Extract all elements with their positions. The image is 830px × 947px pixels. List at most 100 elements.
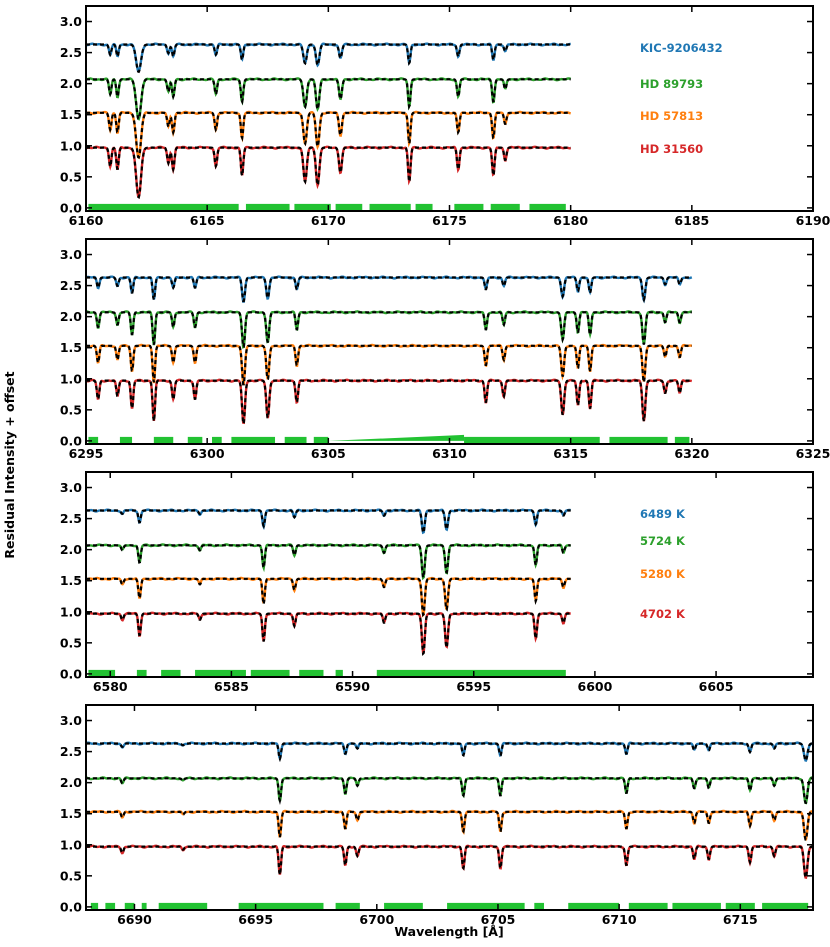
- y-tick-label: 0.0: [60, 200, 82, 215]
- x-tick-label: 6160: [69, 213, 104, 228]
- x-tick-label: 6710: [602, 912, 637, 927]
- legend-entry: HD 89793: [640, 77, 703, 91]
- x-tick-label: 6165: [190, 213, 225, 228]
- x-tick-label: 6295: [69, 446, 104, 461]
- legend-entry: 5280 K: [640, 567, 686, 581]
- x-tick-label: 6690: [117, 912, 152, 927]
- model-spectrum: [86, 111, 571, 159]
- x-axis-label: Wavelength [Å]: [394, 924, 503, 939]
- y-tick-label: 1.5: [60, 573, 82, 588]
- mask-bar: [762, 902, 809, 910]
- panel-3: 6580 6585 6590 6595 6600 6605 0.0 0.5 1.0 1.5 2.0 2…: [60, 471, 814, 694]
- x-tick-label: 6580: [93, 679, 128, 694]
- x-tick-label: 6595: [456, 679, 491, 694]
- mask-bar: [245, 203, 290, 211]
- observed-spectrum: [86, 844, 813, 880]
- observed-spectrum: [86, 378, 693, 425]
- mask-bar: [231, 436, 276, 444]
- mask-bar: [161, 669, 181, 677]
- observed-spectrum: [86, 543, 571, 581]
- legend-entry: 4702 K: [640, 607, 686, 621]
- y-tick-label: 0.0: [60, 666, 82, 681]
- y-tick-label: 1.0: [60, 604, 82, 619]
- mask-bar: [674, 436, 690, 444]
- x-tick-label: 6170: [311, 213, 346, 228]
- y-tick-label: 0.0: [60, 899, 82, 914]
- model-spectrum: [86, 379, 692, 425]
- model-spectrum: [86, 276, 692, 305]
- x-tick-label: 6590: [335, 679, 370, 694]
- y-tick-label: 0.5: [60, 402, 82, 417]
- y-tick-label: 2.0: [60, 309, 82, 324]
- plot-area: [86, 42, 572, 211]
- mask-bar: [609, 436, 668, 444]
- x-tick-label: 6695: [238, 912, 273, 927]
- mask-bar: [88, 669, 116, 677]
- mask-bar: [119, 436, 133, 444]
- model-spectrum: [86, 78, 571, 121]
- mask-bar: [534, 902, 545, 910]
- y-tick-label: 0.5: [60, 169, 82, 184]
- y-tick-label: 1.0: [60, 371, 82, 386]
- observed-spectrum: [86, 110, 572, 160]
- legend-entry: 6489 K: [640, 507, 686, 521]
- legend-entry: HD 57813: [640, 109, 703, 123]
- y-tick-label: 0.5: [60, 868, 82, 883]
- plot-area: [86, 275, 693, 444]
- observed-spectrum: [86, 310, 692, 349]
- mask-bar: [195, 669, 246, 677]
- x-tick-label: 6715: [723, 912, 758, 927]
- mask-bar: [299, 669, 324, 677]
- mask-bar: [335, 203, 363, 211]
- observed-spectrum: [86, 611, 571, 656]
- y-tick-label: 2.5: [60, 45, 82, 60]
- mask-bar: [464, 436, 600, 444]
- y-tick-label: 1.5: [60, 340, 82, 355]
- x-tick-label: 6700: [359, 912, 394, 927]
- mask-bar: [90, 902, 99, 910]
- axes-frame: [85, 238, 814, 445]
- x-tick-label: 6190: [796, 213, 830, 228]
- observed-spectrum: [86, 343, 693, 386]
- model-spectrum: [86, 845, 813, 879]
- y-tick-label: 3.0: [60, 480, 82, 495]
- mask-bar: [88, 436, 99, 444]
- y-tick-label: 2.0: [60, 775, 82, 790]
- y-tick-label: 1.0: [60, 837, 82, 852]
- y-tick-label: 1.5: [60, 107, 82, 122]
- observed-spectrum: [86, 776, 813, 805]
- mask-bar: [238, 902, 324, 910]
- x-tick-label: 6585: [214, 679, 249, 694]
- model-spectrum: [86, 577, 571, 617]
- x-tick-label: 6175: [432, 213, 467, 228]
- observed-spectrum: [86, 508, 571, 535]
- x-tick-label: 6305: [311, 446, 346, 461]
- mask-bar: [284, 436, 307, 444]
- mask-bar: [294, 203, 331, 211]
- mask-bar: [454, 203, 484, 211]
- plot-area: [86, 741, 813, 910]
- x-tick-label: 6325: [796, 446, 830, 461]
- model-spectrum: [86, 777, 813, 806]
- legend-entry: 5724 K: [640, 534, 686, 548]
- y-tick-label: 0.5: [60, 635, 82, 650]
- x-tick-label: 6310: [432, 446, 467, 461]
- y-tick-label: 3.0: [60, 14, 82, 29]
- y-axis-label: Residual Intensity + offset: [2, 371, 17, 558]
- x-tick-label: 6300: [190, 446, 225, 461]
- y-tick-label: 2.5: [60, 744, 82, 759]
- mask-bar: [568, 902, 620, 910]
- mask-bar: [628, 902, 668, 910]
- y-tick-label: 2.0: [60, 76, 82, 91]
- axes-frame: [85, 704, 814, 911]
- mask-bar: [212, 436, 222, 444]
- mask-bar: [490, 203, 520, 211]
- legend-entry: HD 31560: [640, 142, 703, 156]
- x-tick-label: 6605: [699, 679, 734, 694]
- mask-bar: [158, 902, 208, 910]
- observed-spectrum: [86, 741, 813, 762]
- mask-bar: [384, 902, 423, 910]
- mask-ramp: [328, 434, 465, 441]
- mask-bar: [313, 436, 329, 444]
- legend-entry: KIC-9206432: [640, 41, 723, 55]
